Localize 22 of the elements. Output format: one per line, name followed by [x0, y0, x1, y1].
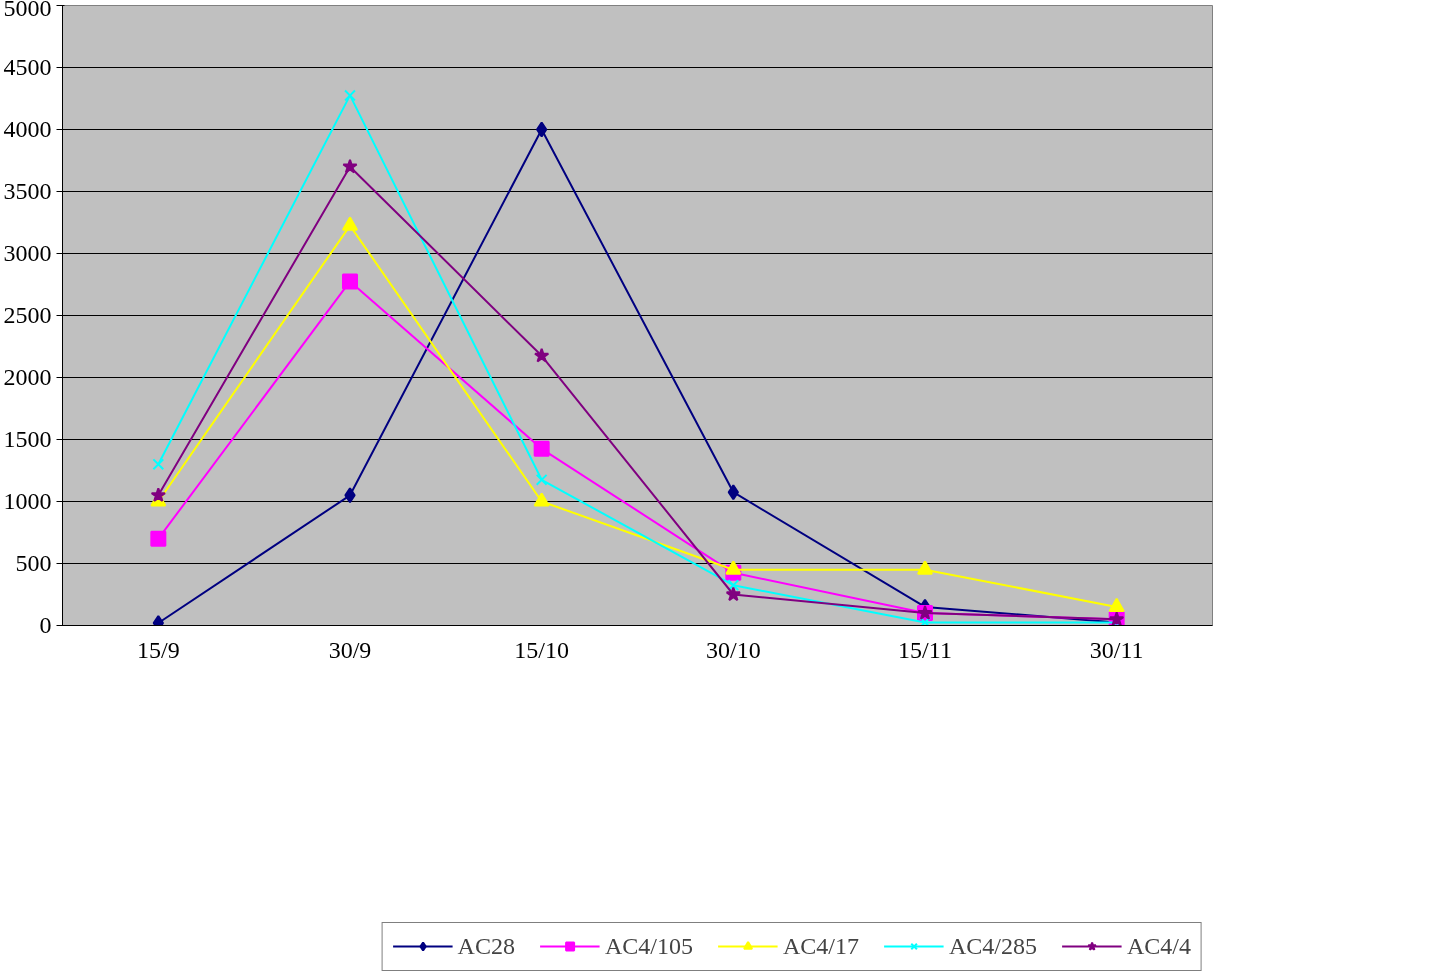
y-tick-label: 3500 — [3, 178, 52, 204]
x-tick-label: 15/11 — [898, 636, 952, 663]
y-tick-label: 500 — [15, 550, 52, 576]
y-tick-label: 2500 — [3, 302, 52, 328]
x-tick-label: 15/10 — [514, 636, 569, 663]
legend-label: AC4/4 — [1126, 932, 1191, 960]
y-tick-label: 4500 — [3, 54, 52, 80]
legend-label: AC4/105 — [604, 932, 693, 960]
x-tick-label: 30/11 — [1089, 636, 1144, 663]
y-tick-label: 3000 — [3, 240, 52, 266]
legend-label: AC4/17 — [782, 932, 859, 960]
y-tick-label: 0 — [39, 612, 52, 638]
y-tick-label: 4000 — [3, 116, 52, 142]
x-tick-label: 30/10 — [706, 636, 761, 663]
y-tick-label: 2000 — [3, 364, 52, 390]
x-tick-label: 30/9 — [328, 636, 372, 663]
x-tick-label: 15/9 — [137, 636, 180, 663]
legend-label: AC28 — [457, 932, 515, 960]
legend-label: AC4/285 — [948, 932, 1037, 960]
y-tick-label: 1000 — [3, 488, 52, 514]
y-tick-label: 5000 — [3, 0, 52, 21]
y-tick-label: 1500 — [3, 426, 52, 452]
